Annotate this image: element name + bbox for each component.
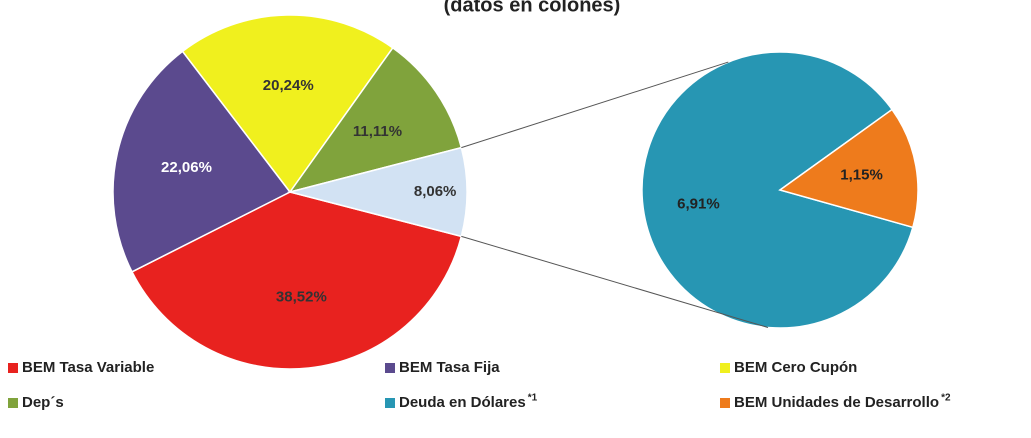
data-label: 8,06% [414,183,457,200]
data-label: 38,52% [276,289,327,306]
data-label: 6,91% [677,195,720,212]
data-label: 20,24% [263,77,314,94]
legend-footnote: *1 [528,393,538,404]
chart-title: (datos en colones) [444,0,621,16]
legend-swatch [8,363,18,373]
legend-label: Deuda en Dólares [399,394,526,411]
pie-slice [287,146,468,238]
pie-slice [288,46,463,194]
legend-label: Dep´s [22,394,64,411]
pie-slice [641,51,914,329]
connector [461,235,769,328]
connector [461,61,729,149]
pie-slice [112,50,292,273]
legend-label: BEM Tasa Fija [399,359,500,376]
pie-slice [181,14,394,194]
data-label: 1,15% [840,167,883,184]
legend-label: BEM Cero Cupón [734,359,857,376]
legend-swatch [385,363,395,373]
legend-label: BEM Tasa Variable [22,359,154,376]
data-label: 22,06% [161,159,212,176]
legend-footnote: *2 [941,393,951,404]
data-label: 11,11% [353,123,402,140]
legend-swatch [385,398,395,408]
legend-swatch [720,398,730,408]
legend-label: BEM Unidades de Desarrollo [734,394,939,411]
legend-swatch [720,363,730,373]
pie-slice [778,108,919,229]
pie-slice [131,191,463,370]
legend-swatch [8,398,18,408]
